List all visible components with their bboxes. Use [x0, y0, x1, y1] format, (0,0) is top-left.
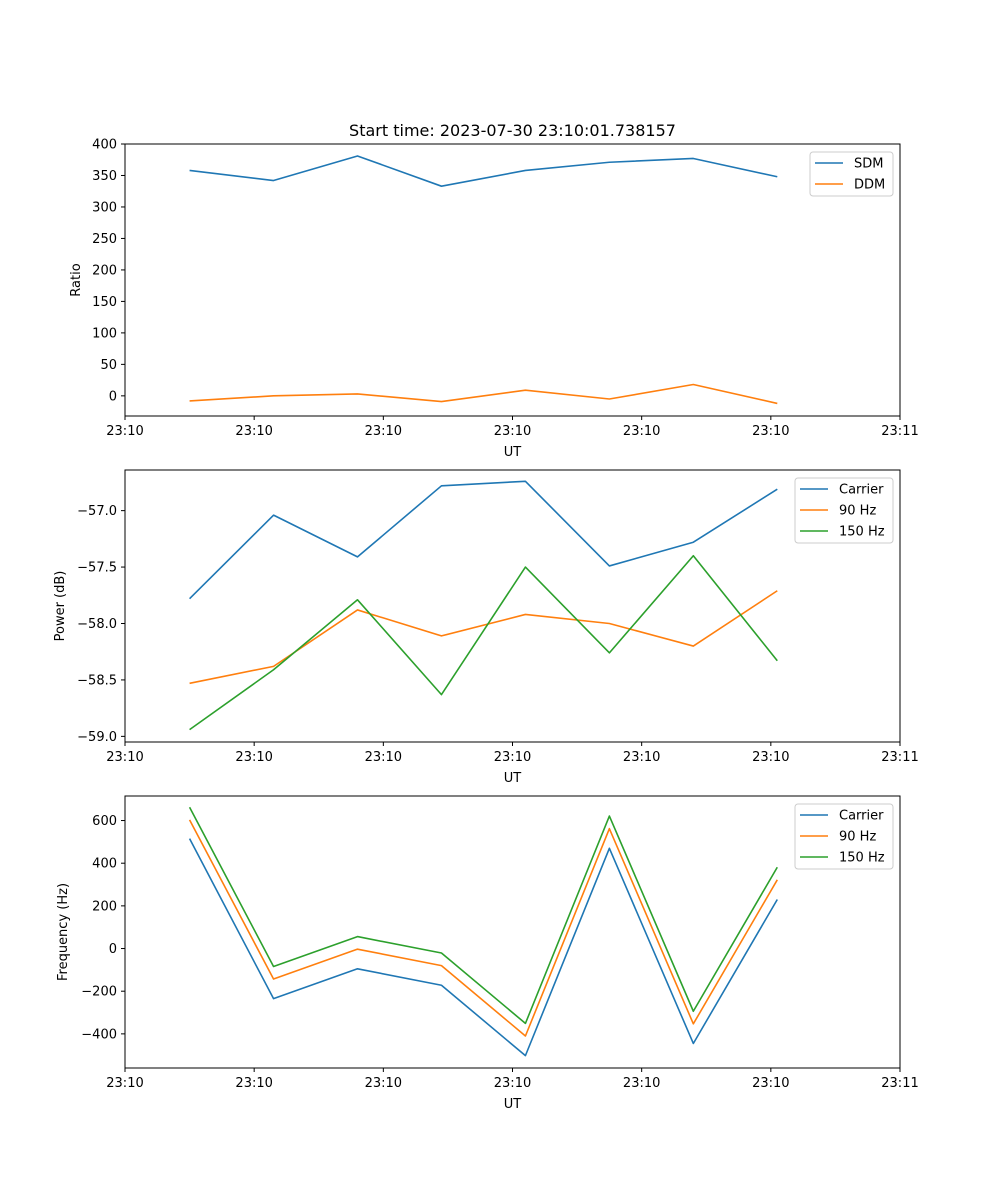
y-tick-label: −200 — [81, 985, 117, 1000]
panel-ratio: Start time: 2023-07-30 23:10:01.738157 2… — [69, 121, 919, 460]
legend: Carrier 90 Hz 150 Hz — [794, 803, 894, 870]
series-line-carrier — [188, 838, 778, 1057]
x-tick-label: 23:10 — [752, 750, 789, 765]
legend-label: 150 Hz — [839, 525, 885, 540]
x-tick-label: 23:10 — [365, 424, 402, 439]
y-tick-label: 400 — [92, 857, 117, 872]
y-tick-label: −57.0 — [77, 504, 117, 519]
y-axis-label: Frequency (Hz) — [56, 883, 71, 981]
x-tick-label: 23:10 — [494, 424, 531, 439]
y-tick-label: 350 — [92, 169, 117, 184]
legend-box — [794, 477, 894, 544]
x-axis-label: UT — [504, 771, 522, 786]
x-tick-label: 23:10 — [494, 1076, 531, 1091]
lines-layer — [188, 806, 778, 1057]
y-tick-label: 50 — [100, 358, 117, 373]
series-line-150-hz — [189, 554, 778, 731]
x-tick-label: 23:10 — [235, 424, 272, 439]
x-tick-label: 23:10 — [623, 750, 660, 765]
ticks-layer: 23:10 23:10 23:10 23:10 23:10 23:10 23:11 −400 −… — [81, 814, 918, 1091]
x-tick-label: 23:10 — [623, 1076, 660, 1091]
x-tick-label: 23:10 — [494, 750, 531, 765]
panel-power: 23:10 23:10 23:10 23:10 23:10 23:10 23:11 −59.0… — [53, 469, 919, 786]
y-axis-label: Ratio — [69, 263, 84, 296]
y-tick-label: 400 — [92, 138, 117, 153]
y-tick-label: 200 — [92, 899, 117, 914]
y-tick-label: 0 — [109, 389, 117, 404]
x-axis-label: UT — [504, 445, 522, 460]
legend-label: SDM — [854, 157, 883, 172]
x-tick-label: 23:10 — [106, 1076, 143, 1091]
y-tick-label: 100 — [92, 326, 117, 341]
y-tick-label: 300 — [92, 200, 117, 215]
x-tick-label: 23:10 — [106, 750, 143, 765]
y-tick-label: 150 — [92, 295, 117, 310]
panel-frequency: 23:10 23:10 23:10 23:10 23:10 23:10 23:11 −400 −… — [56, 795, 919, 1112]
x-tick-label: 23:11 — [881, 424, 918, 439]
x-tick-label: 23:11 — [881, 750, 918, 765]
series-line-150-hz — [188, 806, 778, 1025]
y-tick-label: −58.0 — [77, 617, 117, 632]
axes-frame — [124, 795, 901, 1069]
x-tick-label: 23:10 — [365, 750, 402, 765]
legend-label: Carrier — [839, 809, 884, 824]
series-line-90-hz — [189, 590, 778, 685]
y-axis-label: Power (dB) — [53, 571, 68, 642]
axes-frame — [124, 143, 901, 417]
y-tick-label: −59.0 — [77, 730, 117, 745]
legend-box — [794, 803, 894, 870]
legend-label: Carrier — [839, 483, 884, 498]
x-tick-label: 23:10 — [235, 1076, 272, 1091]
y-tick-label: 200 — [92, 263, 117, 278]
legend-label: 90 Hz — [839, 504, 876, 519]
legend-label: 90 Hz — [839, 830, 876, 845]
y-tick-label: −58.5 — [77, 673, 117, 688]
series-line-ddm — [189, 383, 778, 405]
x-tick-label: 23:10 — [752, 1076, 789, 1091]
legend: Carrier 90 Hz 150 Hz — [794, 477, 894, 544]
legend: SDM DDM — [809, 151, 894, 197]
x-tick-label: 23:10 — [235, 750, 272, 765]
lines-layer — [189, 480, 778, 731]
legend-label: DDM — [854, 178, 885, 193]
lines-layer — [189, 155, 778, 405]
x-tick-label: 23:10 — [623, 424, 660, 439]
series-line-carrier — [189, 480, 778, 600]
y-tick-label: −400 — [81, 1027, 117, 1042]
ticks-layer: 23:10 23:10 23:10 23:10 23:10 23:10 23:11 0 50 10… — [92, 138, 919, 440]
legend-label: 150 Hz — [839, 851, 885, 866]
x-tick-label: 23:11 — [881, 1076, 918, 1091]
x-tick-label: 23:10 — [106, 424, 143, 439]
y-tick-label: 250 — [92, 232, 117, 247]
x-axis-label: UT — [504, 1097, 522, 1112]
chart-title: Start time: 2023-07-30 23:10:01.738157 — [349, 121, 676, 140]
series-line-90-hz — [188, 819, 778, 1037]
x-tick-label: 23:10 — [365, 1076, 402, 1091]
series-line-sdm — [189, 155, 778, 187]
ticks-layer: 23:10 23:10 23:10 23:10 23:10 23:10 23:11 −59.0… — [77, 504, 919, 765]
y-tick-label: −57.5 — [77, 561, 117, 576]
y-tick-label: 600 — [92, 814, 117, 829]
axes-frame — [124, 469, 901, 743]
x-tick-label: 23:10 — [752, 424, 789, 439]
y-tick-label: 0 — [109, 942, 117, 957]
